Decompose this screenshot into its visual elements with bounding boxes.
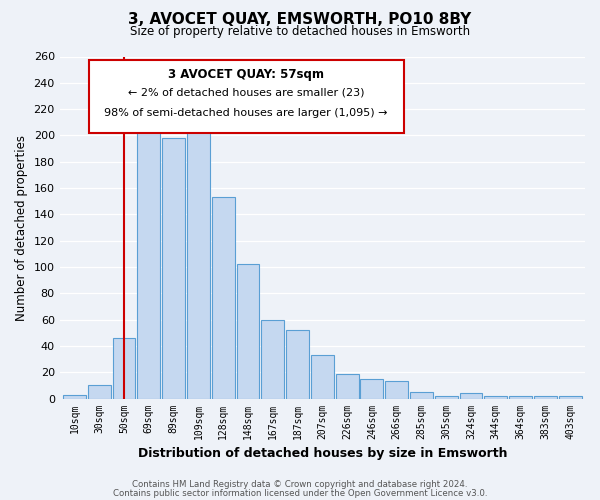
Bar <box>460 394 482 398</box>
Bar <box>113 338 136 398</box>
Text: 98% of semi-detached houses are larger (1,095) →: 98% of semi-detached houses are larger (… <box>104 108 388 118</box>
Bar <box>137 130 160 398</box>
X-axis label: Distribution of detached houses by size in Emsworth: Distribution of detached houses by size … <box>137 447 507 460</box>
Bar <box>361 379 383 398</box>
Y-axis label: Number of detached properties: Number of detached properties <box>15 134 28 320</box>
Bar <box>262 320 284 398</box>
Text: 3 AVOCET QUAY: 57sqm: 3 AVOCET QUAY: 57sqm <box>168 68 324 82</box>
Bar <box>534 396 557 398</box>
Bar <box>162 138 185 398</box>
Bar <box>286 330 309 398</box>
Bar <box>385 382 408 398</box>
Bar <box>212 198 235 398</box>
Bar <box>311 355 334 399</box>
FancyBboxPatch shape <box>89 60 404 134</box>
Text: Contains public sector information licensed under the Open Government Licence v3: Contains public sector information licen… <box>113 488 487 498</box>
Bar <box>236 264 259 398</box>
Bar <box>336 374 359 398</box>
Text: ← 2% of detached houses are smaller (23): ← 2% of detached houses are smaller (23) <box>128 88 364 98</box>
Bar <box>63 394 86 398</box>
Bar <box>559 396 581 398</box>
Bar <box>187 129 210 398</box>
Bar <box>509 396 532 398</box>
Text: 3, AVOCET QUAY, EMSWORTH, PO10 8BY: 3, AVOCET QUAY, EMSWORTH, PO10 8BY <box>128 12 472 28</box>
Bar <box>435 396 458 398</box>
Text: Contains HM Land Registry data © Crown copyright and database right 2024.: Contains HM Land Registry data © Crown c… <box>132 480 468 489</box>
Bar <box>410 392 433 398</box>
Bar <box>88 386 111 398</box>
Text: Size of property relative to detached houses in Emsworth: Size of property relative to detached ho… <box>130 25 470 38</box>
Bar <box>484 396 507 398</box>
